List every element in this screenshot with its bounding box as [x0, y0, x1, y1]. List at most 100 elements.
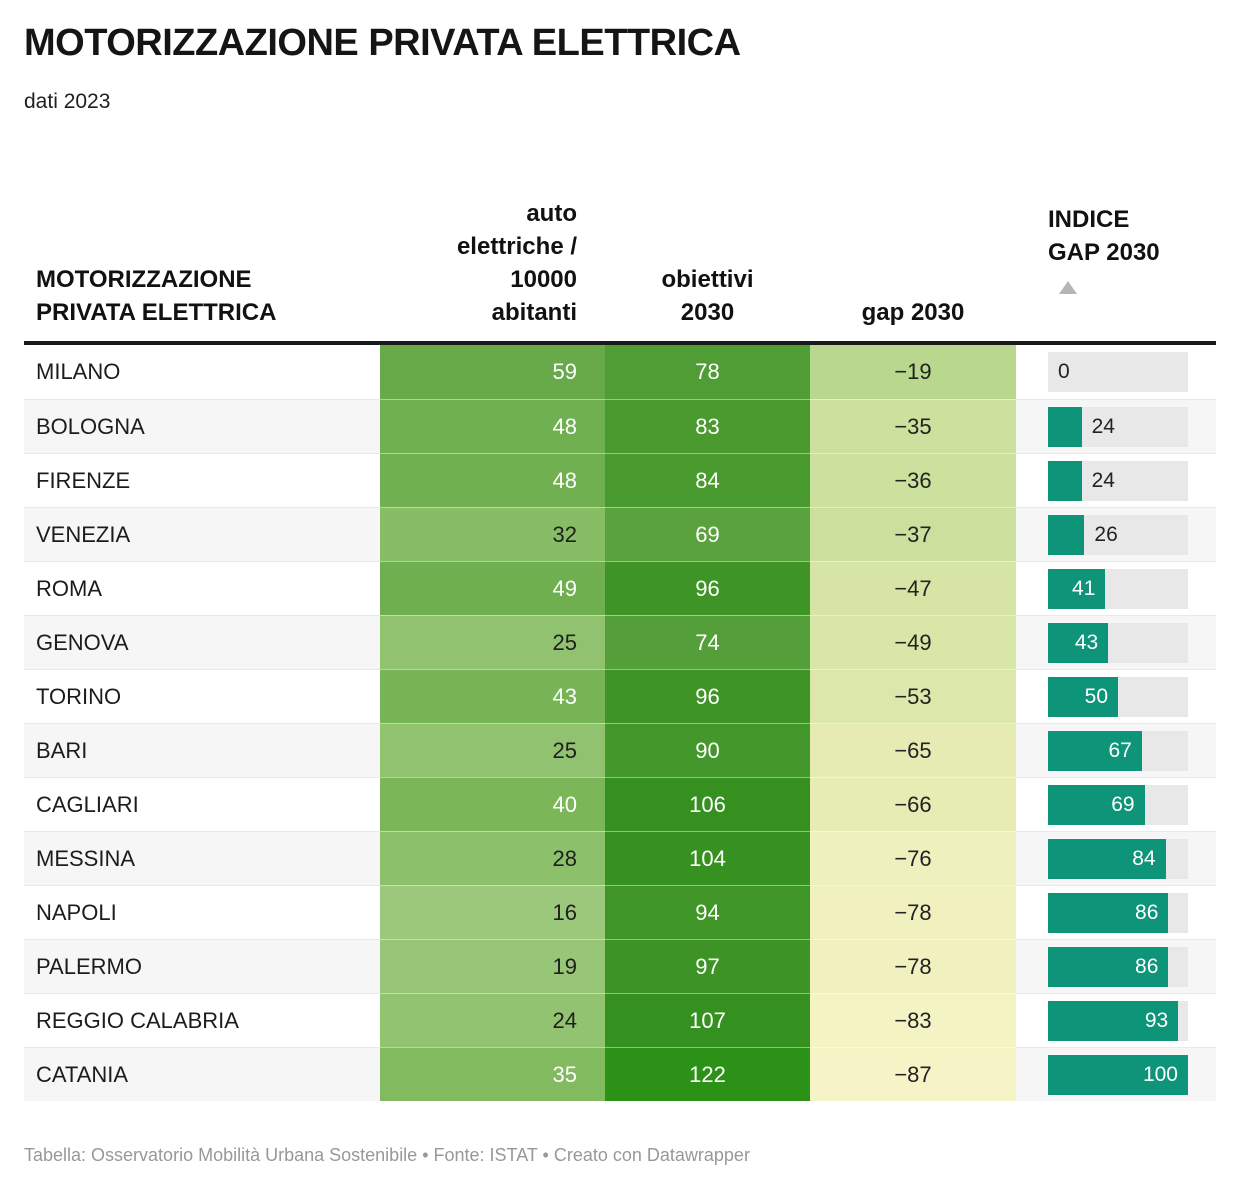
cell-indice-gap-2030: 67 [1016, 722, 1216, 777]
cell-auto-elettriche: 40 [380, 776, 605, 831]
indice-bar-value: 26 [1094, 522, 1118, 546]
indice-bar-track: 100 [1048, 1054, 1188, 1095]
cell-auto-elettriche: 32 [380, 506, 605, 561]
table-row: MESSINA 28 104 −76 84 [24, 830, 1216, 885]
cell-obiettivi-2030: 74 [605, 614, 810, 669]
cell-indice-gap-2030: 86 [1016, 884, 1216, 939]
cell-indice-gap-2030: 50 [1016, 668, 1216, 723]
indice-bar-value: 50 [1084, 684, 1108, 708]
table-header-row: MOTORIZZAZIONE PRIVATA ELETTRICA auto el… [24, 170, 1216, 345]
attribution-text: Tabella: Osservatorio Mobilità Urbana So… [24, 1144, 750, 1165]
cell-obiettivi-2030: 90 [605, 722, 810, 777]
indice-bar [1048, 730, 1142, 771]
table-row: FIRENZE 48 84 −36 24 [24, 452, 1216, 507]
column-header-auto-elettriche[interactable]: auto elettriche / 10000 abitanti [456, 199, 577, 326]
indice-bar [1048, 838, 1166, 879]
indice-bar-value: 24 [1091, 414, 1115, 438]
cell-gap-2030: −36 [810, 452, 1016, 507]
indice-bar-value: 41 [1072, 576, 1096, 600]
cell-gap-2030: −47 [810, 560, 1016, 615]
indice-bar [1048, 1000, 1179, 1041]
column-header-indice-gap-2030[interactable]: INDICE GAP 2030 [1016, 170, 1216, 329]
cell-indice-gap-2030: 24 [1016, 452, 1216, 507]
table-row: PALERMO 19 97 −78 86 [24, 938, 1216, 993]
cell-city: FIRENZE [24, 452, 380, 507]
indice-bar-value: 86 [1135, 900, 1159, 924]
cell-obiettivi-2030: 94 [605, 884, 810, 939]
page-title: MOTORIZZAZIONE PRIVATA ELETTRICA [24, 22, 741, 64]
indice-bar-track: 84 [1048, 838, 1188, 879]
cell-auto-elettriche: 16 [380, 884, 605, 939]
cell-gap-2030: −65 [810, 722, 1016, 777]
cell-obiettivi-2030: 84 [605, 452, 810, 507]
indice-bar-track: 24 [1048, 460, 1188, 501]
indice-bar-track: 0 [1048, 351, 1188, 392]
data-table: MOTORIZZAZIONE PRIVATA ELETTRICA auto el… [24, 170, 1216, 1101]
indice-bar-track: 24 [1048, 406, 1188, 447]
cell-city: NAPOLI [24, 884, 380, 939]
cell-gap-2030: −76 [810, 830, 1016, 885]
table-row: VENEZIA 32 69 −37 26 [24, 506, 1216, 561]
cell-city: CATANIA [24, 1046, 380, 1101]
cell-gap-2030: −37 [810, 506, 1016, 561]
indice-bar-value: 24 [1091, 468, 1115, 492]
cell-gap-2030: −49 [810, 614, 1016, 669]
cell-obiettivi-2030: 122 [605, 1046, 810, 1101]
table-row: CAGLIARI 40 106 −66 69 [24, 776, 1216, 831]
indice-bar [1048, 568, 1106, 609]
indice-bar [1048, 460, 1082, 501]
cell-auto-elettriche: 19 [380, 938, 605, 993]
cell-obiettivi-2030: 107 [605, 992, 810, 1047]
sort-ascending-icon[interactable] [1059, 280, 1077, 294]
cell-city: REGGIO CALABRIA [24, 992, 380, 1047]
table-row: CATANIA 35 122 −87 100 [24, 1046, 1216, 1101]
cell-obiettivi-2030: 97 [605, 938, 810, 993]
column-header-city[interactable]: MOTORIZZAZIONE PRIVATA ELETTRICA [36, 265, 277, 326]
cell-auto-elettriche: 48 [380, 452, 605, 507]
cell-auto-elettriche: 24 [380, 992, 605, 1047]
indice-bar [1048, 406, 1082, 447]
cell-city: VENEZIA [24, 506, 380, 561]
cell-auto-elettriche: 59 [380, 344, 605, 399]
indice-bar-track: 86 [1048, 946, 1188, 987]
indice-bar-track: 50 [1048, 676, 1188, 717]
cell-gap-2030: −19 [810, 344, 1016, 399]
cell-auto-elettriche: 25 [380, 614, 605, 669]
cell-obiettivi-2030: 83 [605, 398, 810, 453]
cell-city: ROMA [24, 560, 380, 615]
cell-city: PALERMO [24, 938, 380, 993]
indice-bar [1048, 622, 1109, 663]
page-subtitle: dati 2023 [24, 89, 111, 113]
indice-bar-value: 93 [1144, 1008, 1169, 1032]
cell-gap-2030: −53 [810, 668, 1016, 723]
cell-indice-gap-2030: 43 [1016, 614, 1216, 669]
cell-indice-gap-2030: 86 [1016, 938, 1216, 993]
cell-indice-gap-2030: 100 [1016, 1046, 1216, 1101]
cell-auto-elettriche: 48 [380, 398, 605, 453]
table-row: REGGIO CALABRIA 24 107 −83 93 [24, 992, 1216, 1047]
indice-bar-track: 69 [1048, 784, 1188, 825]
table-row: NAPOLI 16 94 −78 86 [24, 884, 1216, 939]
cell-city: GENOVA [24, 614, 380, 669]
cell-obiettivi-2030: 96 [605, 668, 810, 723]
cell-gap-2030: −87 [810, 1046, 1016, 1101]
cell-auto-elettriche: 28 [380, 830, 605, 885]
indice-bar-value: 100 [1142, 1062, 1178, 1086]
cell-obiettivi-2030: 69 [605, 506, 810, 561]
indice-bar-track: 43 [1048, 622, 1188, 663]
cell-indice-gap-2030: 0 [1016, 344, 1216, 399]
column-header-obiettivi-2030[interactable]: obiettivi 2030 [661, 265, 754, 326]
cell-obiettivi-2030: 104 [605, 830, 810, 885]
cell-city: BARI [24, 722, 380, 777]
cell-indice-gap-2030: 69 [1016, 776, 1216, 831]
cell-gap-2030: −78 [810, 938, 1016, 993]
table-row: MILANO 59 78 −19 0 [24, 344, 1216, 399]
column-header-gap-2030[interactable]: gap 2030 [861, 298, 965, 326]
table-row: GENOVA 25 74 −49 43 [24, 614, 1216, 669]
column-header-indice-label: INDICE GAP 2030 [1048, 205, 1160, 266]
cell-indice-gap-2030: 24 [1016, 398, 1216, 453]
indice-bar [1048, 1054, 1188, 1095]
indice-bar [1048, 676, 1118, 717]
indice-bar-track: 86 [1048, 892, 1188, 933]
cell-auto-elettriche: 35 [380, 1046, 605, 1101]
